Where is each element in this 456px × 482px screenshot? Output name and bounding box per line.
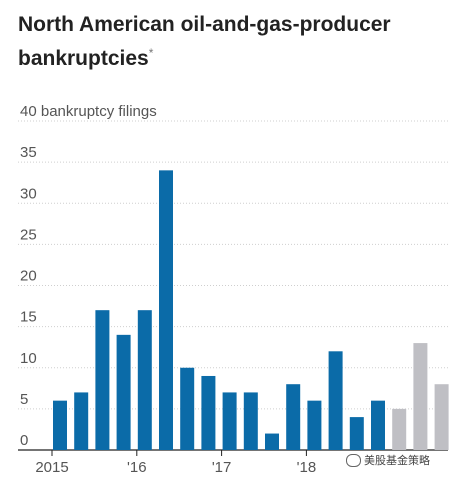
y-tick-label: 25 bbox=[20, 226, 37, 243]
y-tick-label: 10 bbox=[20, 350, 37, 367]
bar bbox=[265, 433, 279, 450]
x-tick-label: '18 bbox=[297, 459, 317, 476]
watermark: 美股基金策略 bbox=[346, 452, 430, 468]
bar bbox=[180, 367, 195, 450]
bar bbox=[116, 334, 131, 450]
bar bbox=[286, 384, 301, 450]
bar bbox=[392, 408, 407, 450]
bar bbox=[53, 400, 67, 450]
y-axis-label: 40 bankruptcy filings bbox=[20, 103, 157, 120]
bar bbox=[222, 392, 237, 450]
x-tick-label: '17 bbox=[212, 459, 232, 476]
bar bbox=[243, 392, 258, 450]
y-tick-label: 30 bbox=[20, 185, 37, 202]
bar bbox=[413, 343, 428, 450]
watermark-text: 美股基金策略 bbox=[364, 455, 430, 467]
bar bbox=[137, 310, 152, 450]
bar bbox=[349, 417, 364, 450]
bar bbox=[201, 375, 216, 450]
title-footnote-marker: * bbox=[148, 46, 154, 60]
y-tick-label: 0 bbox=[20, 432, 28, 449]
y-tick-label: 15 bbox=[20, 309, 37, 326]
bar bbox=[328, 351, 343, 450]
bar bbox=[95, 310, 110, 450]
chart-title: North American oil-and-gas-producer bank… bbox=[18, 13, 391, 70]
y-tick-label: 35 bbox=[20, 144, 37, 161]
x-tick-label: 2015 bbox=[35, 459, 68, 476]
chat-logo-icon bbox=[346, 453, 361, 467]
y-tick-label: 5 bbox=[20, 391, 28, 408]
y-tick-label: 20 bbox=[20, 268, 37, 285]
bar bbox=[434, 384, 449, 450]
x-tick-label: '16 bbox=[127, 459, 147, 476]
bar bbox=[74, 392, 89, 450]
bar bbox=[159, 170, 173, 450]
bar bbox=[371, 400, 385, 450]
bar bbox=[307, 400, 322, 450]
